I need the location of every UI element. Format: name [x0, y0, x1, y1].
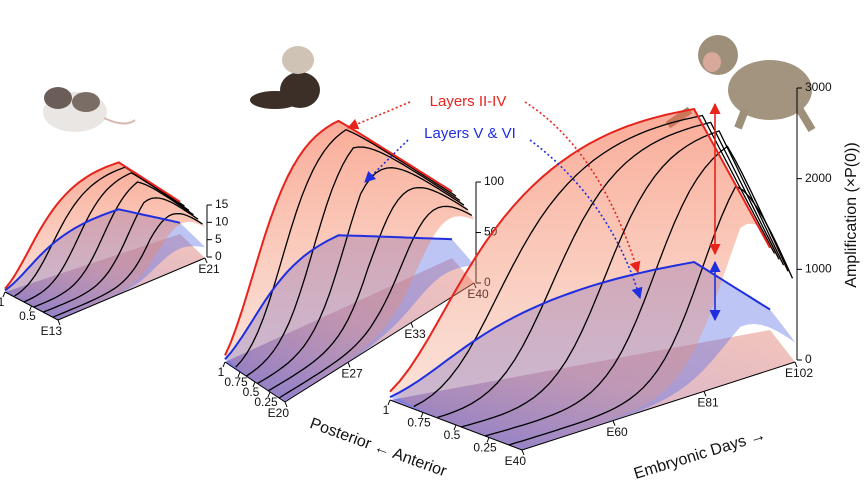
z-tick-label: 5: [215, 232, 222, 246]
days-tick-label: E21: [198, 262, 220, 276]
annotation: Layers II-IV: [430, 93, 507, 110]
z-tick-label: 10: [215, 215, 229, 229]
ap-tick-label: 0.5: [444, 428, 461, 442]
z-tick-label: 2000: [805, 171, 832, 185]
ap-tick-label: 0.25: [473, 441, 497, 455]
ap-tick-label: 1: [383, 403, 390, 417]
days-tick-label: E13: [41, 324, 63, 338]
ap-tick-label: 0.25: [254, 395, 278, 409]
z-tick-label: 1000: [805, 262, 832, 276]
days-tick-label: E102: [785, 366, 813, 380]
ferret-illustration: [250, 46, 320, 109]
ap-tick-label: 1: [0, 295, 5, 309]
z-tick-label: 0: [805, 352, 812, 366]
z-tick-label: 3000: [805, 80, 832, 94]
surface-plot: 0 5 10 15 E13 E21 1 0.5: [0, 162, 229, 338]
z-tick-label: 0: [215, 249, 222, 263]
days-tick-label: E27: [341, 367, 363, 381]
z-tick-label: 100: [484, 174, 504, 188]
days-tick-label: E60: [606, 425, 628, 439]
annotation: Layers V & VI: [424, 125, 516, 142]
rat-illustration: [43, 87, 135, 132]
figure: 051015E13E2110.5050100E20E27E33E4010.750…: [0, 0, 864, 504]
surface-plots: 051015E13E2110.5050100E20E27E33E4010.750…: [0, 80, 832, 468]
axis-title: Embryonic Days →: [632, 427, 768, 483]
ap-tick-label: 0.5: [19, 309, 36, 323]
axis-title: Amplification (×P(0)): [843, 142, 860, 287]
days-tick-label: E81: [697, 396, 719, 410]
z-tick-label: 15: [215, 197, 229, 211]
days-tick-label: E40: [505, 454, 527, 468]
ap-tick-label: 0.75: [407, 416, 431, 430]
days-tick-label: E33: [404, 327, 426, 341]
